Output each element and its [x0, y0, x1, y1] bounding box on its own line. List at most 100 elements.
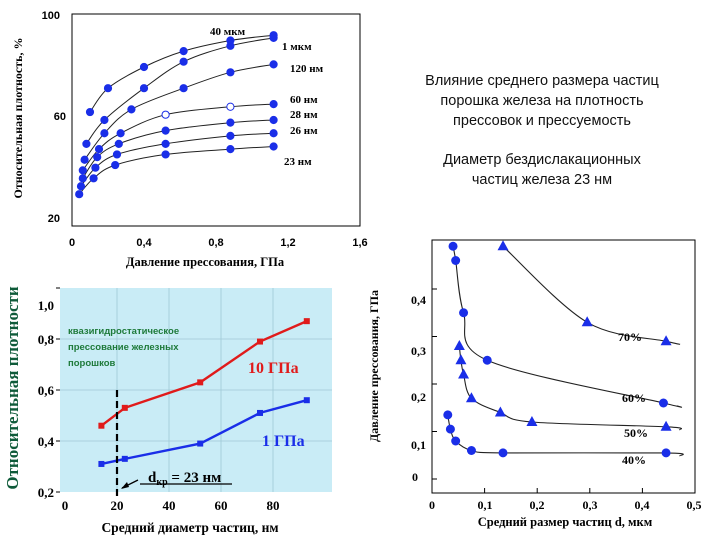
point-1-гпа-0: [98, 460, 105, 467]
point-40pct-0: [443, 410, 453, 420]
point-60pct-3: [482, 355, 492, 365]
curve-50pct: [458, 345, 683, 431]
point-28-нм-1: [93, 153, 102, 162]
point-10-гпа-2: [197, 379, 204, 386]
point-50pct-0: [453, 340, 465, 350]
point-70pct-0: [497, 240, 509, 251]
point-40pct-1: [445, 424, 455, 434]
point-28-нм-4: [226, 118, 235, 127]
x-tick-0: 0: [429, 498, 435, 512]
x-tick-0-5: 0,5: [687, 498, 702, 512]
point-60pct-2: [459, 308, 469, 318]
point-28-нм-2: [114, 139, 123, 148]
point-1-мкм-4: [226, 41, 235, 50]
point-60-нм-5: [269, 100, 278, 109]
y-tick-0-6: 0,6: [38, 383, 55, 398]
point-10-гпа-3: [257, 338, 263, 345]
x-tick-0: 0: [69, 237, 75, 249]
plot-frame: [431, 239, 696, 494]
x-axis-label: Давление прессования, ГПа: [126, 255, 285, 269]
x-tick-20: 20: [111, 498, 124, 513]
point-26-нм-4: [226, 131, 235, 140]
x-tick-40: 40: [163, 498, 176, 513]
point-70pct-1: [581, 316, 593, 327]
point-60pct-0: [448, 241, 458, 251]
caption-line-2: порошка железа на плотность: [440, 93, 644, 109]
series-label-23-нм: 23 нм: [284, 156, 312, 168]
point-50pct-6: [660, 420, 672, 431]
series-label-10gpa: 10 ГПа: [248, 360, 299, 377]
y-tick-0-2: 0,2: [38, 485, 54, 500]
y-tick-20: 20: [48, 213, 60, 225]
caption-subtitle: Диаметр бездислакационных частиц железа …: [392, 150, 692, 190]
point-40pct-3: [466, 446, 476, 455]
curve-60pct: [452, 246, 682, 408]
y-axis-label: Относительная плотности: [3, 286, 22, 490]
point-28-нм-5: [269, 115, 278, 125]
point-40-мкм-3: [179, 47, 188, 56]
point-1-гпа-3: [257, 409, 263, 416]
point-40-мкм-1: [103, 84, 113, 93]
y-tick-1-0: 1,0: [38, 298, 54, 313]
point-50pct-4: [494, 406, 506, 417]
point-26-нм-0: [76, 182, 86, 191]
x-tick-1: 0,4: [136, 237, 152, 249]
series-label-60-нм: 60 нм: [290, 94, 318, 106]
point-23-нм-3: [161, 150, 170, 159]
point-10-гпа-0: [98, 422, 105, 429]
x-tick-3: 1,2: [280, 237, 295, 249]
series-label-1gpa: 1 ГПа: [262, 433, 305, 450]
annotation-line-1: квазигидростатическое: [68, 326, 179, 337]
annotation-line-3: порошков: [68, 358, 115, 369]
point-1-мкм-5: [269, 33, 278, 42]
point-26-нм-5: [269, 129, 278, 138]
point-26-нм-1: [91, 163, 100, 172]
point-28-нм-0: [78, 174, 87, 183]
point-26-нм-2: [112, 150, 122, 159]
caption-title: Влияние среднего размера частиц порошка …: [392, 71, 692, 131]
point-50pct-2: [458, 368, 470, 379]
point-120-нм-4: [226, 68, 235, 77]
x-tick-0-3: 0,3: [583, 498, 598, 512]
y-tick-0-3: 0,3: [411, 344, 426, 358]
y-tick-0: 0: [412, 470, 418, 484]
point-1-гпа-1: [121, 455, 128, 462]
point-60pct-4: [658, 398, 668, 408]
series-label-40-мкм: 40 мкм: [210, 26, 246, 38]
point-40-мкм-0: [85, 107, 95, 117]
critical-arrow-head: [121, 482, 129, 489]
x-tick-2: 0,8: [208, 237, 223, 249]
caption-line-4: Диаметр бездислакационных: [443, 152, 641, 168]
x-axis-label: Средний диаметр частиц, нм: [101, 520, 278, 535]
point-60pct-1: [451, 256, 461, 265]
y-axis-label: Давление прессования, ГПа: [367, 290, 381, 442]
point-40pct-4: [498, 448, 508, 458]
y-tick-0-1: 0,1: [411, 438, 426, 452]
point-40pct-5: [661, 448, 671, 458]
point-10-гпа-4: [303, 318, 310, 325]
x-tick-0-4: 0,4: [635, 498, 650, 512]
point-50pct-1: [455, 354, 467, 365]
series-label-1-мкм: 1 мкм: [282, 41, 312, 53]
x-tick-4: 1,6: [352, 237, 367, 249]
point-1-мкм-0: [82, 139, 91, 148]
point-70pct-2: [660, 335, 672, 346]
caption-line-1: Влияние среднего размера частиц: [425, 73, 659, 89]
point-28-нм-3: [161, 126, 170, 135]
point-50pct-3: [465, 392, 477, 403]
x-tick-0: 0: [62, 498, 69, 513]
point-23-нм-5: [269, 142, 278, 151]
point-40-мкм-2: [139, 62, 149, 72]
annotation-line-2: прессование железных: [68, 342, 179, 353]
point-120-нм-3: [179, 84, 188, 93]
point-1-мкм-3: [179, 57, 188, 66]
point-120-нм-0: [80, 155, 89, 164]
y-tick-100: 100: [42, 10, 60, 22]
y-tick-0-4: 0,4: [38, 434, 55, 449]
point-120-нм-2: [127, 105, 136, 114]
x-tick-80: 80: [267, 498, 280, 513]
y-axis-label: Относительная плотность, %: [11, 38, 25, 199]
